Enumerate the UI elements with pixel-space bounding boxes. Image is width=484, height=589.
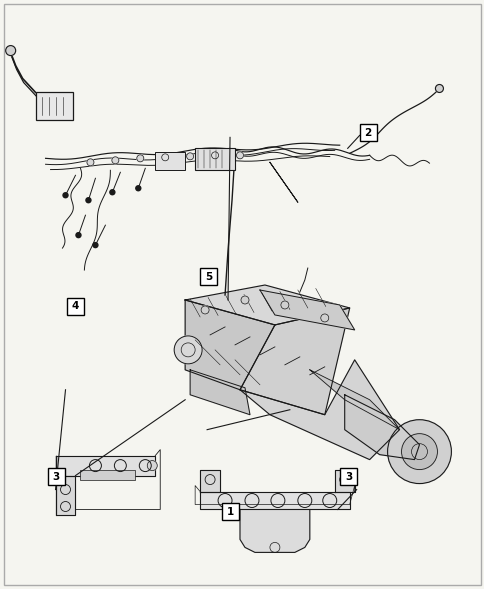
Circle shape: [186, 153, 193, 160]
Circle shape: [93, 243, 98, 247]
Polygon shape: [190, 370, 249, 415]
Polygon shape: [56, 456, 76, 515]
Polygon shape: [185, 285, 349, 325]
Bar: [195, 148, 235, 170]
Circle shape: [161, 154, 168, 161]
Circle shape: [6, 45, 15, 55]
Polygon shape: [240, 360, 399, 459]
Circle shape: [241, 296, 248, 304]
Polygon shape: [240, 509, 309, 552]
Circle shape: [211, 152, 218, 159]
Circle shape: [435, 84, 442, 92]
FancyBboxPatch shape: [359, 124, 376, 141]
Text: 3: 3: [53, 472, 60, 482]
Text: 2: 2: [364, 128, 371, 138]
Text: 4: 4: [72, 301, 79, 311]
Circle shape: [112, 157, 119, 164]
Polygon shape: [344, 395, 419, 459]
Polygon shape: [200, 469, 220, 492]
Bar: [80, 469, 135, 479]
Bar: [155, 153, 185, 170]
Polygon shape: [200, 492, 349, 509]
Bar: [35, 92, 74, 120]
Circle shape: [110, 190, 115, 195]
FancyBboxPatch shape: [222, 504, 239, 521]
Circle shape: [136, 155, 143, 162]
FancyBboxPatch shape: [200, 269, 217, 285]
Circle shape: [147, 461, 157, 471]
Polygon shape: [185, 300, 274, 390]
Circle shape: [401, 434, 437, 469]
Circle shape: [236, 152, 243, 159]
Circle shape: [76, 233, 81, 237]
Polygon shape: [56, 456, 155, 475]
Polygon shape: [259, 290, 354, 330]
Circle shape: [320, 314, 328, 322]
Polygon shape: [334, 469, 354, 492]
Circle shape: [87, 159, 94, 166]
Polygon shape: [240, 308, 349, 415]
Text: 3: 3: [345, 472, 352, 482]
Circle shape: [280, 301, 288, 309]
FancyBboxPatch shape: [340, 468, 357, 485]
Circle shape: [201, 306, 209, 314]
FancyBboxPatch shape: [67, 298, 84, 315]
Circle shape: [86, 198, 91, 203]
Circle shape: [174, 336, 202, 364]
FancyBboxPatch shape: [48, 468, 65, 485]
Circle shape: [136, 186, 140, 191]
Circle shape: [63, 193, 68, 198]
Text: 5: 5: [205, 272, 212, 282]
Circle shape: [387, 420, 451, 484]
Polygon shape: [309, 370, 399, 430]
Text: 1: 1: [227, 507, 234, 517]
